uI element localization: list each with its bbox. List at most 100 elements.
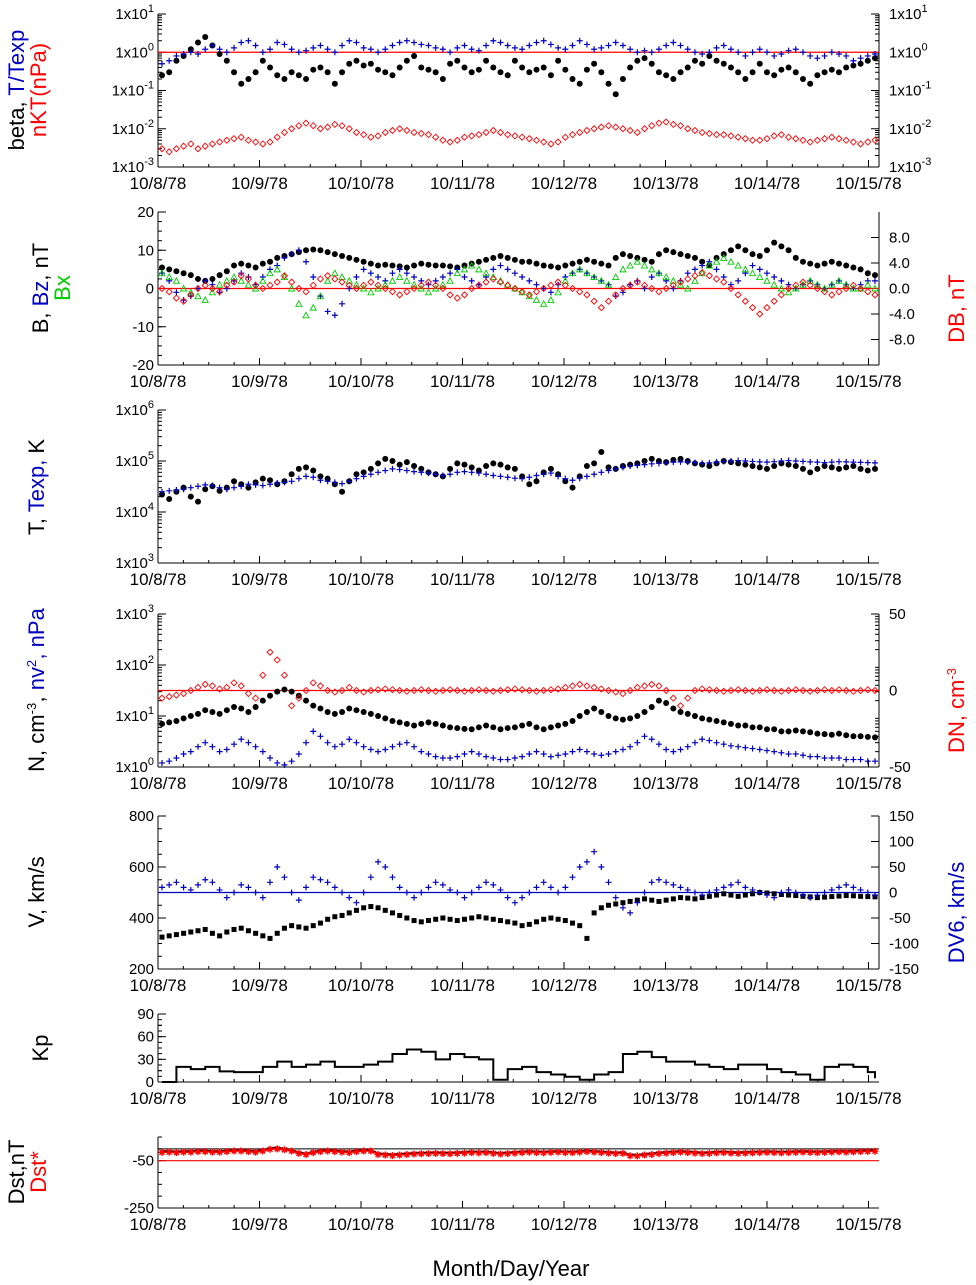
data-point	[187, 1148, 195, 1156]
data-point	[792, 686, 800, 694]
data-point	[540, 750, 547, 757]
data-point	[389, 270, 396, 277]
data-point	[835, 884, 842, 891]
data-point	[202, 481, 209, 488]
data-point	[439, 262, 446, 269]
data-point	[763, 686, 771, 694]
data-point	[648, 122, 656, 130]
data-point	[389, 717, 396, 724]
data-point	[381, 1151, 389, 1159]
data-point	[547, 289, 554, 296]
data-point	[403, 264, 410, 271]
data-point	[612, 39, 619, 46]
data-point	[223, 894, 230, 901]
data-point	[555, 264, 562, 271]
data-point	[288, 471, 295, 478]
data-point	[526, 277, 533, 284]
data-point	[202, 926, 208, 932]
data-point	[749, 462, 756, 469]
data-point	[807, 469, 814, 476]
data-point	[525, 686, 533, 695]
data-point	[640, 682, 649, 690]
data-point	[165, 288, 173, 296]
data-point	[166, 57, 173, 64]
data-point	[706, 462, 713, 469]
data-point	[569, 717, 576, 724]
data-point	[619, 689, 627, 698]
data-point	[583, 41, 590, 48]
data-point	[807, 729, 814, 736]
data-point	[215, 288, 224, 296]
data-point	[828, 133, 836, 141]
data-point	[374, 284, 382, 292]
data-point	[814, 55, 821, 62]
data-point	[447, 755, 454, 762]
series-v	[159, 890, 878, 941]
data-point	[835, 1148, 843, 1156]
data-point	[173, 57, 180, 64]
data-point	[843, 893, 849, 899]
data-point	[742, 892, 748, 898]
data-point	[705, 686, 713, 694]
data-point	[590, 1148, 598, 1156]
data-point	[166, 881, 173, 888]
data-point	[215, 138, 224, 146]
data-point	[763, 726, 770, 733]
data-point	[396, 291, 404, 299]
data-point	[720, 884, 727, 891]
data-point	[713, 44, 720, 51]
data-point	[389, 910, 395, 916]
data-point	[547, 263, 554, 270]
data-point	[223, 57, 230, 64]
data-point	[598, 469, 605, 476]
data-point	[748, 269, 757, 277]
data-point	[872, 892, 878, 899]
data-point	[669, 1149, 677, 1157]
data-point	[713, 886, 720, 893]
data-point	[453, 294, 461, 302]
data-point	[641, 733, 648, 740]
data-point	[663, 879, 670, 886]
data-point	[828, 66, 835, 73]
data-point	[698, 685, 706, 693]
data-point	[173, 717, 180, 724]
data-point	[648, 274, 655, 281]
data-point	[352, 1148, 360, 1156]
data-point	[597, 123, 605, 131]
data-point	[490, 916, 496, 922]
data-point	[655, 460, 662, 467]
data-point	[526, 69, 533, 76]
data-point	[750, 891, 756, 897]
data-point	[619, 125, 627, 133]
data-point	[540, 879, 547, 886]
data-point	[417, 686, 425, 694]
data-point	[252, 704, 259, 711]
data-point	[201, 1148, 209, 1156]
data-point	[317, 42, 324, 49]
x-tick-label: 10/10/78	[328, 372, 394, 391]
data-point	[576, 258, 583, 265]
data-point	[259, 475, 266, 482]
data-point	[216, 748, 223, 755]
data-point	[411, 462, 418, 469]
data-point	[475, 47, 482, 54]
data-point	[864, 686, 872, 694]
data-point	[223, 281, 231, 289]
data-point	[784, 686, 793, 695]
left-tick-label: 400	[129, 910, 154, 927]
data-point	[316, 682, 325, 690]
data-point	[216, 272, 223, 279]
y-axis-label: beta, T/Texp	[4, 30, 29, 151]
data-point	[735, 743, 742, 750]
data-point	[641, 889, 648, 896]
data-point	[547, 724, 554, 731]
data-point	[619, 42, 626, 49]
data-point	[396, 686, 404, 695]
y-axis-label: B, Bz, nT	[28, 243, 53, 334]
data-point	[180, 51, 187, 58]
data-point	[454, 889, 461, 896]
data-point	[267, 755, 274, 762]
data-point	[756, 724, 763, 731]
data-point	[591, 46, 598, 53]
